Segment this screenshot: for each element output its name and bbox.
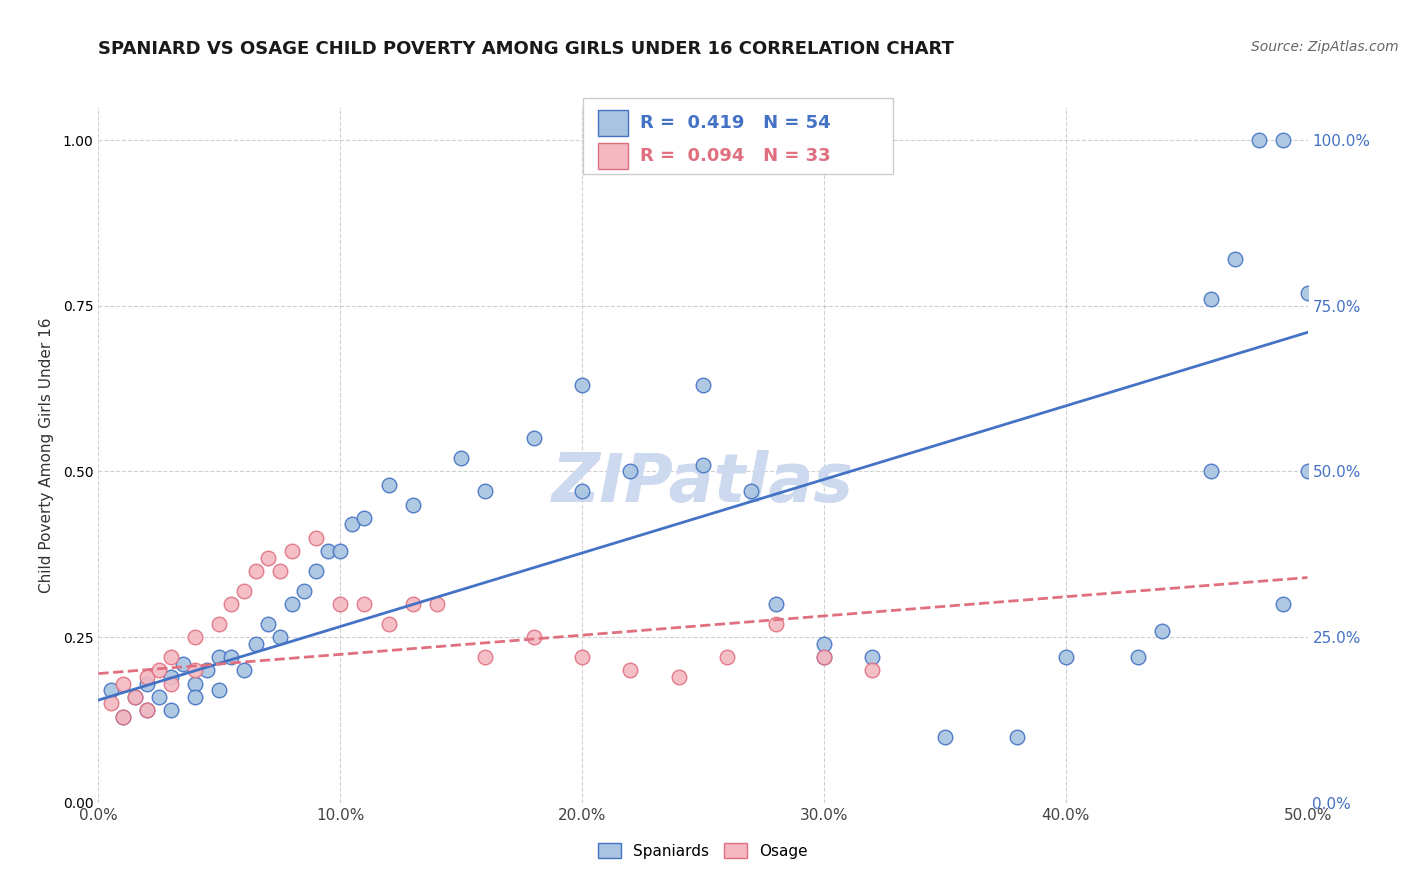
Point <box>523 630 546 644</box>
Point <box>329 597 352 611</box>
Point <box>571 650 593 665</box>
Point <box>474 484 496 499</box>
Point <box>160 650 183 665</box>
Point <box>474 650 496 665</box>
Point <box>353 597 375 611</box>
Point <box>1223 252 1246 267</box>
Point <box>860 663 883 677</box>
Point <box>716 650 738 665</box>
Point <box>353 511 375 525</box>
Point <box>184 630 207 644</box>
Point <box>329 544 352 558</box>
Point <box>184 690 207 704</box>
Point <box>1249 133 1271 147</box>
Point <box>1007 730 1029 744</box>
Point <box>160 703 183 717</box>
Point <box>281 597 304 611</box>
Point <box>232 663 254 677</box>
Point <box>148 663 170 677</box>
Point <box>160 670 183 684</box>
Point <box>1128 650 1150 665</box>
Point <box>111 676 134 690</box>
Point <box>860 650 883 665</box>
Point <box>765 616 787 631</box>
Point <box>668 670 690 684</box>
Point <box>305 531 328 545</box>
Point <box>1054 650 1077 665</box>
Point <box>184 663 207 677</box>
Point <box>692 378 714 392</box>
Point <box>305 564 328 578</box>
Point <box>740 484 762 499</box>
Text: ZIPatlas: ZIPatlas <box>553 450 853 516</box>
Point <box>1272 597 1295 611</box>
Point <box>256 616 278 631</box>
Point <box>813 650 835 665</box>
Y-axis label: Child Poverty Among Girls Under 16: Child Poverty Among Girls Under 16 <box>39 318 55 592</box>
Legend: Spaniards, Osage: Spaniards, Osage <box>592 837 814 864</box>
Point <box>1272 133 1295 147</box>
Point <box>342 517 364 532</box>
Point <box>195 663 218 677</box>
Point <box>208 616 231 631</box>
Point <box>377 616 399 631</box>
Point <box>1296 285 1319 300</box>
Point <box>135 703 157 717</box>
Point <box>100 697 122 711</box>
Point <box>1199 292 1222 306</box>
Point <box>1152 624 1174 638</box>
Point <box>245 637 267 651</box>
Point <box>160 676 183 690</box>
Point <box>135 703 157 717</box>
Point <box>426 597 449 611</box>
Point <box>402 597 425 611</box>
Text: Source: ZipAtlas.com: Source: ZipAtlas.com <box>1251 40 1399 54</box>
Point <box>692 458 714 472</box>
Point <box>269 564 291 578</box>
Text: SPANIARD VS OSAGE CHILD POVERTY AMONG GIRLS UNDER 16 CORRELATION CHART: SPANIARD VS OSAGE CHILD POVERTY AMONG GI… <box>98 40 955 58</box>
Point <box>221 650 243 665</box>
Point <box>765 597 787 611</box>
Point <box>523 431 546 445</box>
Point <box>184 676 207 690</box>
Text: R =  0.419   N = 54: R = 0.419 N = 54 <box>640 114 831 132</box>
Point <box>148 690 170 704</box>
Point <box>377 477 399 491</box>
Point <box>232 583 254 598</box>
Point <box>100 683 122 698</box>
Point <box>292 583 315 598</box>
Point <box>934 730 956 744</box>
Point <box>111 709 134 723</box>
Point <box>813 650 835 665</box>
Point <box>208 683 231 698</box>
Point <box>256 550 278 565</box>
Point <box>1199 465 1222 479</box>
Point <box>111 709 134 723</box>
Point <box>619 465 641 479</box>
Point <box>571 484 593 499</box>
Point <box>1296 465 1319 479</box>
Point <box>124 690 146 704</box>
Point <box>124 690 146 704</box>
Text: R =  0.094   N = 33: R = 0.094 N = 33 <box>640 147 831 165</box>
Point <box>571 378 593 392</box>
Point <box>172 657 194 671</box>
Point <box>135 670 157 684</box>
Point <box>269 630 291 644</box>
Point <box>135 676 157 690</box>
Point <box>402 498 425 512</box>
Point <box>316 544 339 558</box>
Point <box>813 637 835 651</box>
Point <box>245 564 267 578</box>
Point <box>619 663 641 677</box>
Point <box>208 650 231 665</box>
Point <box>450 451 472 466</box>
Point <box>281 544 304 558</box>
Point <box>221 597 243 611</box>
